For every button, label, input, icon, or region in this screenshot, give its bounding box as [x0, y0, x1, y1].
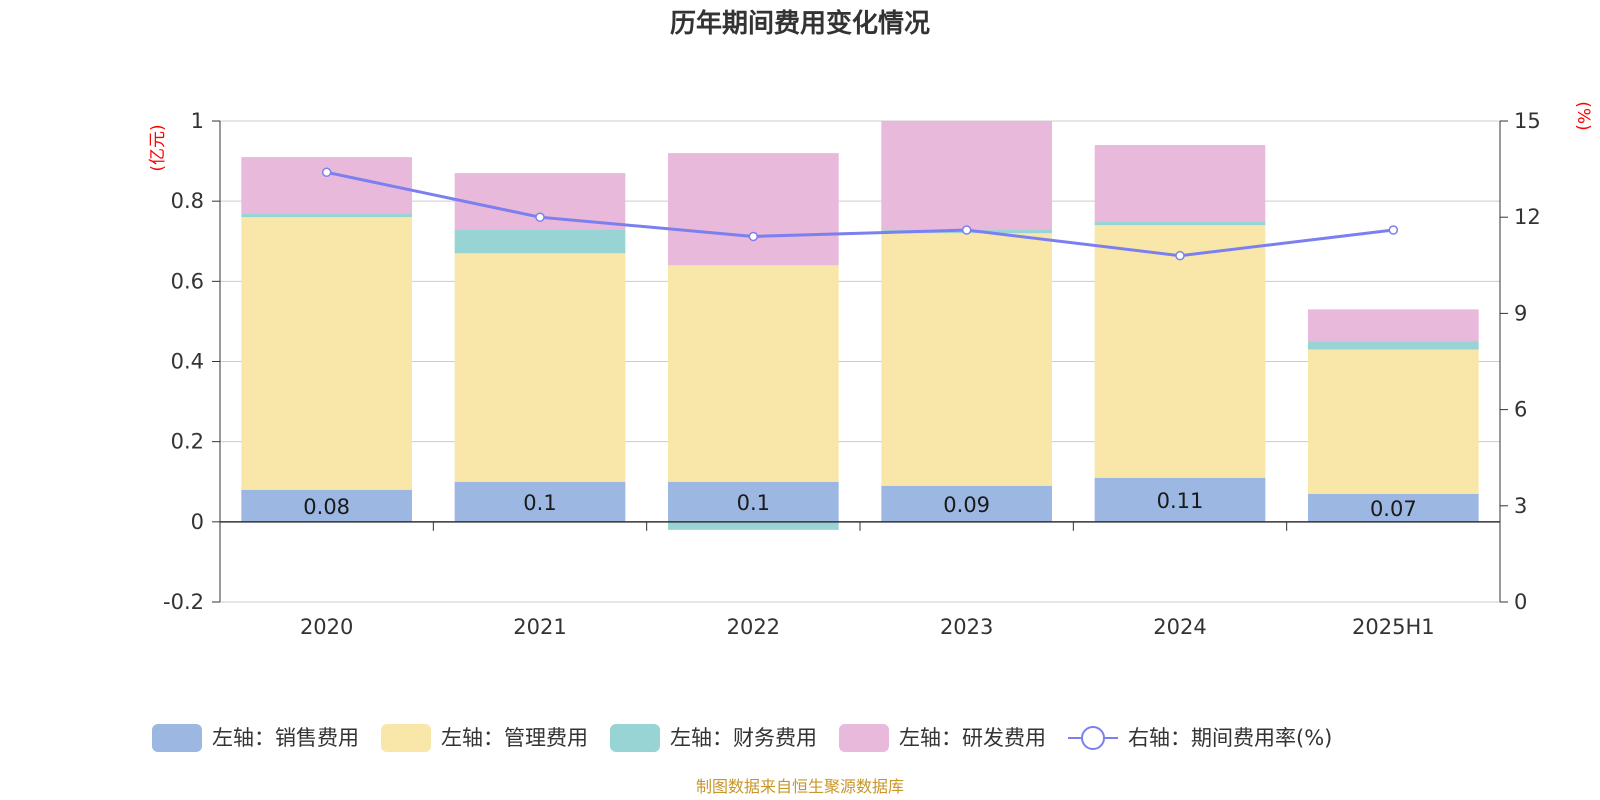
rate-point [1175, 250, 1185, 261]
bar-s1-2024 [1094, 225, 1266, 478]
legend-label: 右轴：期间费用率(%) [1128, 726, 1332, 750]
bar-s0-2025H1 [1308, 493, 1479, 522]
bar-s0-2022 [668, 481, 839, 522]
legend-marker [1081, 726, 1105, 750]
legend-swatch [610, 724, 660, 752]
bar-s1-2021 [454, 253, 626, 482]
left-axis-unit: (亿元) [148, 124, 168, 171]
rate-point [321, 167, 332, 178]
data-labels: 0.08 0.1 0.1 0.09 0.11 0.07 [303, 489, 1416, 521]
legend-item: 右轴：期间费用率(%) [1068, 726, 1332, 750]
rate-point [535, 212, 545, 222]
right-tick-label: 9 [1514, 301, 1527, 325]
bar-s2-2022 [668, 521, 839, 530]
left-tick-label: 0 [191, 510, 204, 534]
legend-label: 左轴：销售费用 [212, 726, 359, 750]
bar-s0-2021 [454, 481, 626, 522]
legend-swatch [381, 724, 431, 752]
x-tick-label: 2024 [1153, 615, 1206, 639]
data-label: 0.07 [1370, 497, 1417, 521]
bar-s0-2024 [1094, 477, 1266, 522]
legend-label: 左轴：管理费用 [441, 726, 588, 750]
left-tick-label: 1 [191, 109, 204, 133]
bar-s0-2020 [241, 489, 412, 522]
rate-point [961, 225, 972, 235]
right-axis-unit: (%) [1573, 101, 1593, 130]
left-tick-label: 0.4 [171, 350, 204, 374]
data-label: 0.08 [303, 495, 350, 519]
right-tick-label: 0 [1514, 590, 1527, 614]
rate-line [321, 167, 1399, 261]
rate-point [1388, 225, 1399, 235]
rate-line-path [326, 170, 1394, 258]
right-tick-label: 3 [1514, 494, 1527, 518]
legend-item: 左轴：管理费用 [381, 724, 588, 752]
x-tick-label: 2025H1 [1352, 615, 1435, 639]
data-label: 0.11 [1157, 489, 1204, 513]
legend-label: 左轴：财务费用 [670, 726, 817, 750]
legend-label: 左轴：研发费用 [899, 726, 1046, 750]
data-label: 0.1 [523, 491, 556, 515]
bar-s2-2024 [1094, 221, 1266, 226]
bar-s0-2023 [881, 485, 1052, 522]
x-tick-label: 2023 [940, 615, 993, 639]
bar-s1-2023 [881, 233, 1052, 486]
bar-s3-2022 [668, 153, 839, 266]
x-tick-label: 2021 [513, 615, 566, 639]
left-tick-label: 0.2 [171, 430, 204, 454]
bar-s3-2025H1 [1308, 309, 1479, 342]
bar-s3-2024 [1094, 145, 1266, 222]
bar-s1-2025H1 [1308, 349, 1479, 494]
left-tick-label: -0.2 [163, 590, 204, 614]
data-label: 0.09 [943, 493, 990, 517]
data-label: 0.1 [737, 491, 770, 515]
rate-point [748, 231, 759, 242]
right-tick-label: 6 [1514, 398, 1527, 422]
bars [241, 121, 1479, 530]
right-tick-label: 12 [1514, 205, 1541, 229]
bar-s3-2023 [881, 121, 1052, 230]
legend-item: 左轴：研发费用 [839, 724, 1046, 752]
right-tick-label: 15 [1514, 109, 1541, 133]
bar-s1-2020 [241, 217, 412, 490]
x-tick-label: 2022 [727, 615, 780, 639]
legend-item: 左轴：财务费用 [610, 724, 817, 752]
axes: -0.2 0 0.2 0.4 0.6 0.8 1 0 3 6 9 12 15 2020 2021 2022 20… [163, 109, 1541, 639]
bar-s2-2021 [454, 229, 626, 254]
chart-title: 历年期间费用变化情况 [670, 8, 930, 39]
legend-item: 左轴：销售费用 [152, 724, 359, 752]
source-note: 制图数据来自恒生聚源数据库 [696, 777, 904, 796]
left-tick-label: 0.6 [171, 269, 204, 293]
left-tick-label: 0.8 [171, 189, 204, 213]
bar-s2-2025H1 [1308, 341, 1479, 350]
x-tick-label: 2020 [300, 615, 353, 639]
legend: 左轴：销售费用 左轴：管理费用 左轴：财务费用 左轴：研发费用 右轴：期间费用率(%) [152, 724, 1332, 752]
bar-s1-2022 [668, 265, 839, 482]
bar-s2-2020 [241, 213, 412, 218]
legend-swatch [839, 724, 889, 752]
legend-swatch [152, 724, 202, 752]
